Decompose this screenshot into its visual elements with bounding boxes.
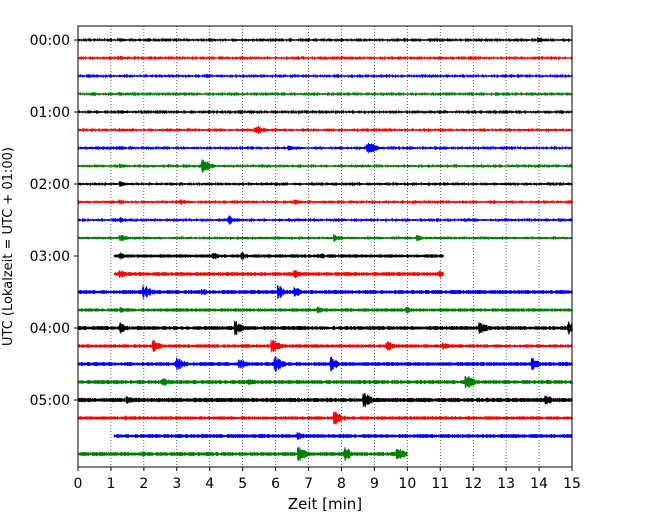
seismogram-trace-row-10 (77, 215, 573, 225)
seismogram-trace-row-14 (77, 285, 573, 299)
seismogram-trace-row-2 (77, 73, 573, 79)
x-tick-label: 4 (205, 476, 214, 492)
seismogram-trace-row-11 (77, 234, 573, 242)
x-tick-label: 8 (337, 476, 346, 492)
x-tick-label: 2 (139, 476, 148, 492)
seismogram-trace-row-7 (77, 159, 573, 173)
x-tick-label: 6 (271, 476, 280, 492)
seismogram-trace-row-21 (77, 411, 573, 425)
seismogram-trace-row-1 (77, 55, 573, 61)
y-tick-label: 02:00 (30, 177, 70, 193)
plot-frame (77, 25, 573, 468)
seismogram-trace-row-3 (77, 91, 573, 97)
seismogram-trace-row-22 (113, 432, 573, 440)
y-tick-label: 01:00 (30, 105, 70, 121)
x-tick-label: 12 (464, 476, 482, 492)
y-tick-label: 03:00 (30, 249, 70, 265)
seismogram-trace-row-15 (77, 306, 573, 314)
y-axis-ticks: 00:00 01:00 02:00 03:00 04:00 05:00 (30, 33, 78, 409)
x-tick-label: 13 (497, 476, 515, 492)
x-axis-ticks: 0 1 2 3 4 5 6 7 8 9 10 11 12 13 14 15 (74, 467, 581, 492)
x-tick-label: 15 (563, 476, 581, 492)
seismogram-traces (77, 37, 573, 462)
seismogram-trace-row-6 (77, 142, 573, 154)
seismogram-trace-row-20 (77, 392, 573, 408)
x-tick-label: 5 (238, 476, 247, 492)
seismogram-trace-row-18 (77, 356, 573, 372)
seismogram-trace-row-19 (77, 376, 573, 388)
seismogram-trace-row-4 (77, 109, 573, 115)
x-tick-label: 10 (398, 476, 416, 492)
seismogram-trace-row-17 (77, 339, 573, 353)
seismogram-trace-row-23 (77, 446, 408, 462)
seismogram-trace-row-0 (77, 37, 573, 43)
x-tick-label: 9 (370, 476, 379, 492)
x-tick-label: 1 (106, 476, 115, 492)
y-tick-label: 05:00 (30, 393, 70, 409)
x-tick-label: 7 (304, 476, 313, 492)
x-axis-label: Zeit [min] (288, 495, 362, 513)
seismogram-trace-row-12 (113, 252, 444, 260)
x-tick-label: 11 (431, 476, 449, 492)
y-tick-label: 00:00 (30, 33, 70, 49)
y-axis-label: UTC (Lokalzeit = UTC + 01:00) (1, 147, 16, 346)
seismogram-trace-row-8 (77, 181, 573, 187)
x-tick-label: 0 (74, 476, 83, 492)
seismogram-trace-row-16 (77, 320, 573, 336)
seismogram-trace-row-13 (113, 270, 444, 278)
seismogram-trace-row-5 (77, 126, 573, 134)
x-tick-label: 3 (172, 476, 181, 492)
seismogram-trace-row-9 (77, 199, 573, 205)
x-tick-label: 14 (530, 476, 548, 492)
y-tick-label: 04:00 (30, 321, 70, 337)
